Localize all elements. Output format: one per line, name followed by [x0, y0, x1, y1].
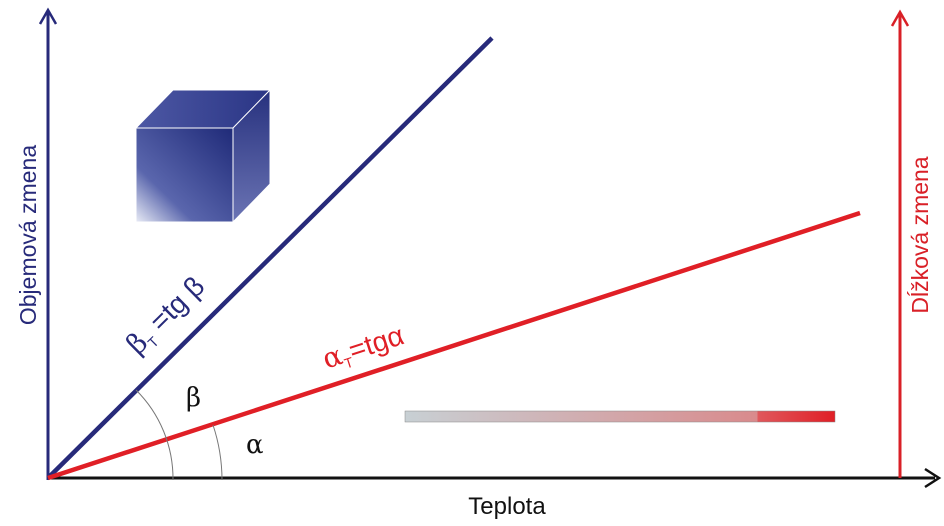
formula: =tg β	[138, 270, 211, 342]
left-arrow	[38, 7, 58, 25]
linear-line-label: αT=tgα	[318, 318, 408, 377]
left-axis-label: Objemová zmena	[15, 145, 41, 325]
linear-line	[47, 210, 861, 481]
volume-line-label: βT =tg β	[120, 270, 213, 362]
volume-line	[46, 36, 494, 480]
formula: =tgα	[345, 319, 408, 366]
right-axis-label: Dĺžková zmena	[906, 156, 933, 313]
cube	[134, 88, 272, 224]
bottom-axis-label: Teplota	[468, 493, 546, 520]
right-arrow	[890, 9, 910, 27]
alpha-label: α	[246, 430, 264, 460]
alpha-arc	[212, 424, 223, 481]
x-arrow	[924, 467, 942, 489]
beta-label: β	[186, 383, 201, 413]
beta-arc	[135, 389, 174, 481]
temperature-bar	[404, 410, 836, 423]
